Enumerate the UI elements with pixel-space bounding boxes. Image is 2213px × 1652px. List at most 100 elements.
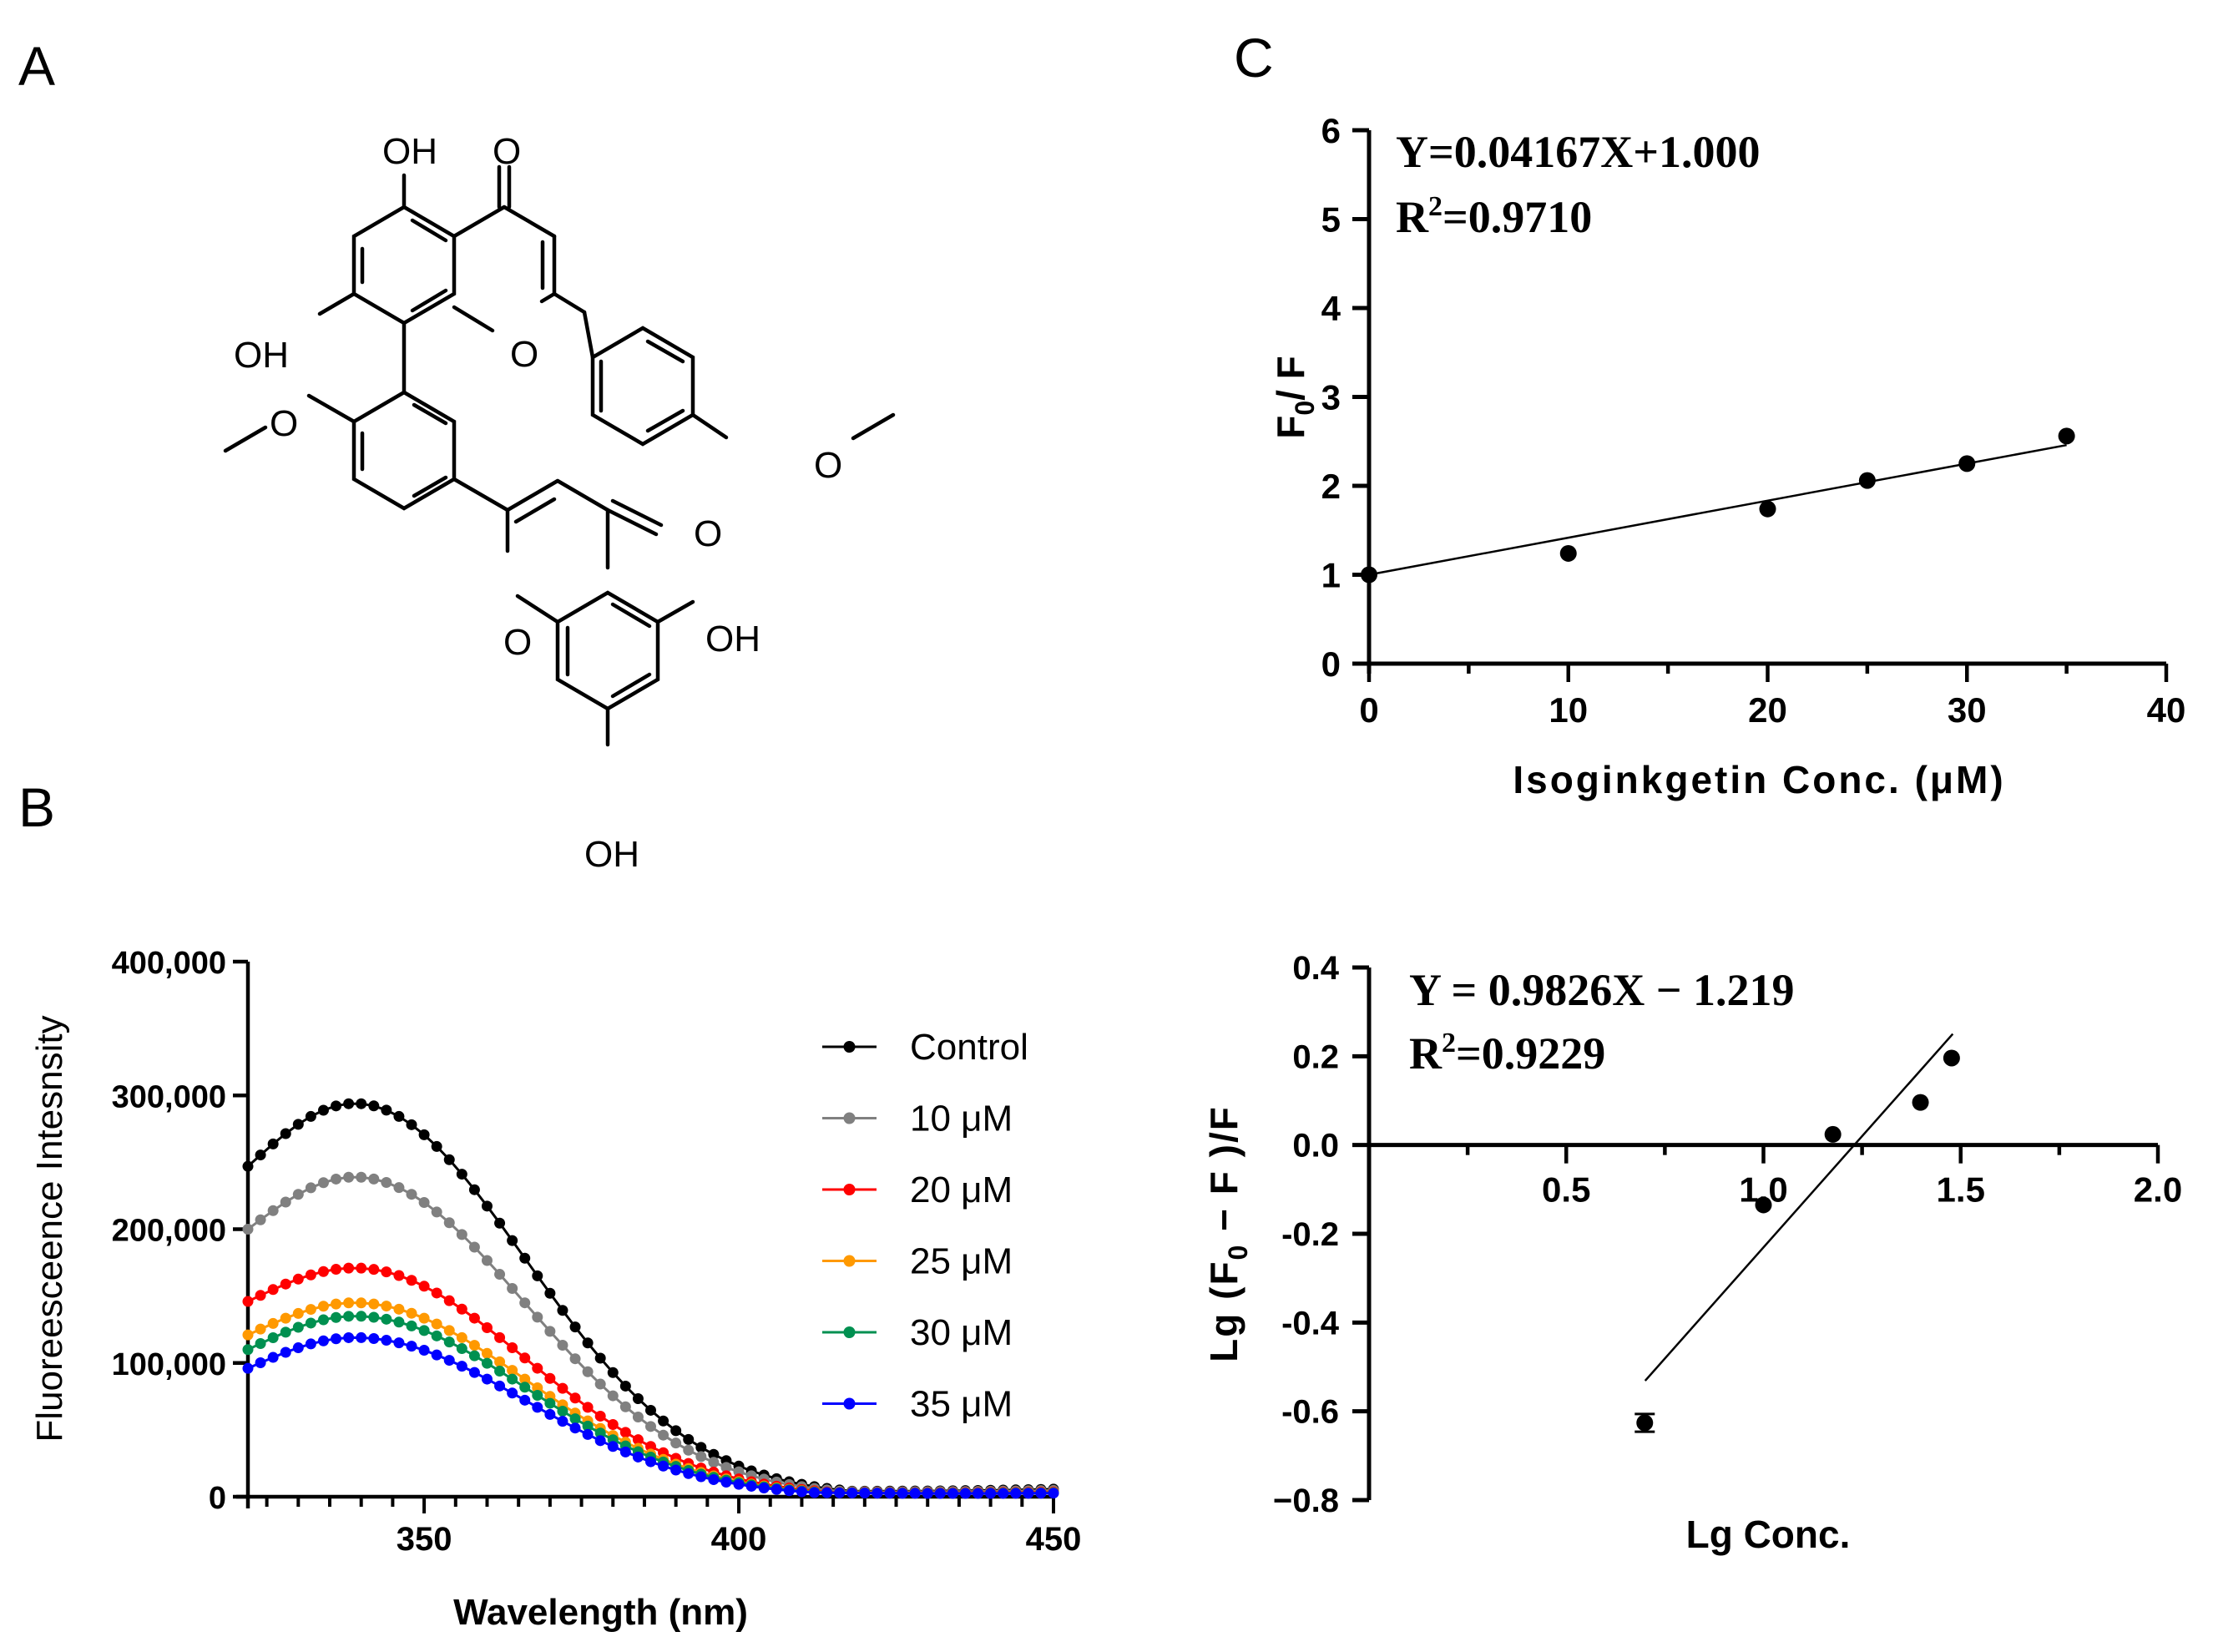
- b-point: [519, 1252, 531, 1264]
- b-point: [532, 1270, 543, 1281]
- b-point: [645, 1441, 656, 1452]
- b-point: [670, 1437, 682, 1449]
- b-point: [393, 1270, 405, 1281]
- atom-label-o-ring-bottom: O: [503, 622, 532, 663]
- b-point: [481, 1321, 493, 1333]
- c-y-tick-label: 6: [1321, 111, 1341, 150]
- b-point: [456, 1169, 467, 1180]
- b-point: [544, 1287, 556, 1299]
- b-point: [406, 1189, 417, 1200]
- b-point: [292, 1119, 304, 1130]
- b-point: [317, 1335, 329, 1346]
- b-point: [431, 1349, 442, 1361]
- b-point: [670, 1464, 682, 1476]
- b-point: [255, 1357, 266, 1369]
- b-point: [317, 1266, 329, 1277]
- atom-label-o-bottom-ketone: O: [694, 513, 722, 554]
- b-point: [393, 1316, 405, 1328]
- b-point: [481, 1255, 493, 1266]
- b-point: [985, 1488, 997, 1499]
- b-point: [645, 1456, 656, 1468]
- b-point: [343, 1171, 355, 1183]
- b-y-tick-label: 100,000: [112, 1347, 226, 1382]
- b-point: [381, 1104, 392, 1116]
- d-r-squared-label: R: [1409, 1028, 1442, 1079]
- c-y-axis-title: F0/ F: [1269, 356, 1320, 439]
- b-point: [632, 1451, 644, 1463]
- b-point: [507, 1235, 518, 1246]
- c-x-axis-title: Isoginkgetin Conc. (μM): [1513, 758, 2005, 801]
- b-point: [695, 1451, 707, 1463]
- b-point: [934, 1488, 946, 1499]
- c-y-tick-label: 3: [1321, 378, 1341, 417]
- atom-label-o-methoxy-left: O: [270, 403, 298, 444]
- b-point: [998, 1488, 1009, 1499]
- b-point: [456, 1361, 467, 1372]
- b-point: [582, 1366, 594, 1377]
- b-point: [292, 1273, 304, 1285]
- b-point: [356, 1311, 367, 1322]
- b-point: [569, 1321, 581, 1333]
- b-point: [922, 1488, 933, 1499]
- b-point: [393, 1182, 405, 1194]
- d-point: [1824, 1125, 1842, 1143]
- b-x-tick-label: 350: [397, 1521, 452, 1558]
- b-point: [368, 1173, 380, 1185]
- b-point: [532, 1362, 543, 1374]
- b-point: [947, 1488, 958, 1499]
- b-point: [582, 1420, 594, 1432]
- b-legend-label: 20 μM: [910, 1170, 1013, 1210]
- b-point: [418, 1129, 430, 1140]
- b-point: [280, 1278, 291, 1290]
- b-point: [594, 1435, 606, 1447]
- d-y-tick-label: −0.8: [1273, 1483, 1339, 1519]
- b-point: [343, 1262, 355, 1274]
- b-point: [368, 1332, 380, 1344]
- b-point: [783, 1485, 795, 1497]
- b-point: [834, 1487, 846, 1498]
- b-point: [456, 1229, 467, 1240]
- atom-label-o-methoxy-right: O: [814, 445, 842, 486]
- c-point: [1958, 455, 1976, 472]
- b-point: [658, 1429, 669, 1441]
- b-point: [519, 1373, 531, 1385]
- b-point: [343, 1331, 355, 1343]
- b-point: [468, 1241, 480, 1253]
- b-point: [494, 1331, 506, 1343]
- b-point: [343, 1098, 355, 1109]
- b-point: [443, 1325, 455, 1336]
- b-point: [431, 1206, 442, 1218]
- b-point: [443, 1154, 455, 1165]
- b-point: [607, 1390, 619, 1402]
- b-point: [456, 1343, 467, 1355]
- b-point: [594, 1352, 606, 1364]
- c-y-axis-title-rest: / F: [1269, 356, 1312, 401]
- b-point: [683, 1433, 695, 1445]
- b-point: [821, 1487, 833, 1498]
- b-point: [368, 1311, 380, 1323]
- b-point: [544, 1397, 556, 1409]
- b-point: [267, 1317, 279, 1329]
- c-r-squared-label: R: [1396, 192, 1429, 242]
- b-point: [305, 1182, 316, 1194]
- d-point: [1943, 1049, 1960, 1067]
- c-y-tick-label: 2: [1321, 467, 1341, 506]
- b-point: [331, 1173, 342, 1185]
- d-y-axis-title: Lg (F0 − F )/F: [1202, 1105, 1253, 1362]
- b-point: [607, 1441, 619, 1452]
- b-point: [242, 1344, 254, 1356]
- b-point: [1035, 1488, 1047, 1499]
- b-point: [708, 1448, 720, 1460]
- b-point: [809, 1487, 821, 1498]
- b-point: [406, 1275, 417, 1286]
- b-point: [695, 1471, 707, 1483]
- b-point: [255, 1337, 266, 1349]
- b-point: [695, 1442, 707, 1453]
- b-point: [381, 1313, 392, 1325]
- b-point: [607, 1367, 619, 1378]
- d-x-tick-label: 2.0: [2134, 1170, 2182, 1210]
- b-point: [481, 1373, 493, 1385]
- b-point: [619, 1380, 631, 1392]
- b-point: [242, 1224, 254, 1235]
- b-point: [431, 1140, 442, 1152]
